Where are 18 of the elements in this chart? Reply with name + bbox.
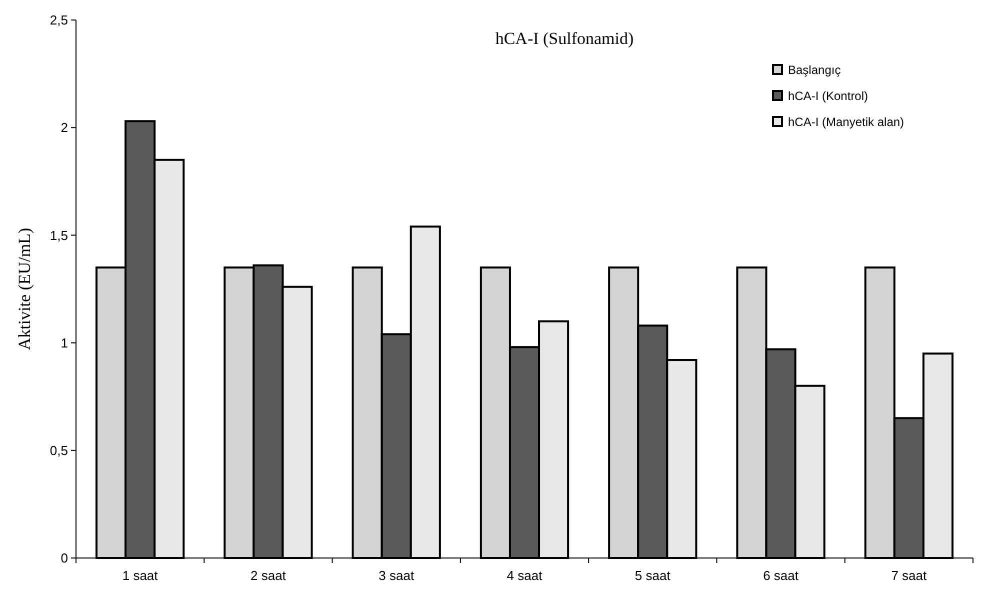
x-tick-label: 2 saat	[250, 568, 286, 583]
x-tick-label: 7 saat	[891, 568, 928, 583]
y-tick-label: 0,5	[50, 442, 68, 458]
x-tick-label: 3 saat	[378, 568, 414, 583]
x-tick-label: 4 saat	[506, 568, 543, 583]
text: hCA-I (Sulfonamid)	[495, 29, 634, 48]
legend-label: hCA-I (Kontrol)	[788, 89, 868, 104]
y-tick-label: 1	[60, 335, 68, 350]
y-tick-label: 0	[60, 550, 68, 566]
y-axis-title: Aktivite (EU/mL)	[15, 228, 34, 350]
y-tick-label: 1,5	[50, 228, 68, 243]
legend-label: Başlangıç	[788, 63, 841, 78]
x-tick-label: 5 saat	[634, 568, 671, 583]
y-tick-label: 2,5	[50, 12, 68, 28]
legend-label: hCA-I (Manyetik alan)	[788, 115, 904, 130]
y-tick-label: 2	[60, 120, 68, 136]
x-tick-label: 1 saat	[122, 568, 158, 583]
x-tick-label: 6 saat	[763, 568, 799, 583]
